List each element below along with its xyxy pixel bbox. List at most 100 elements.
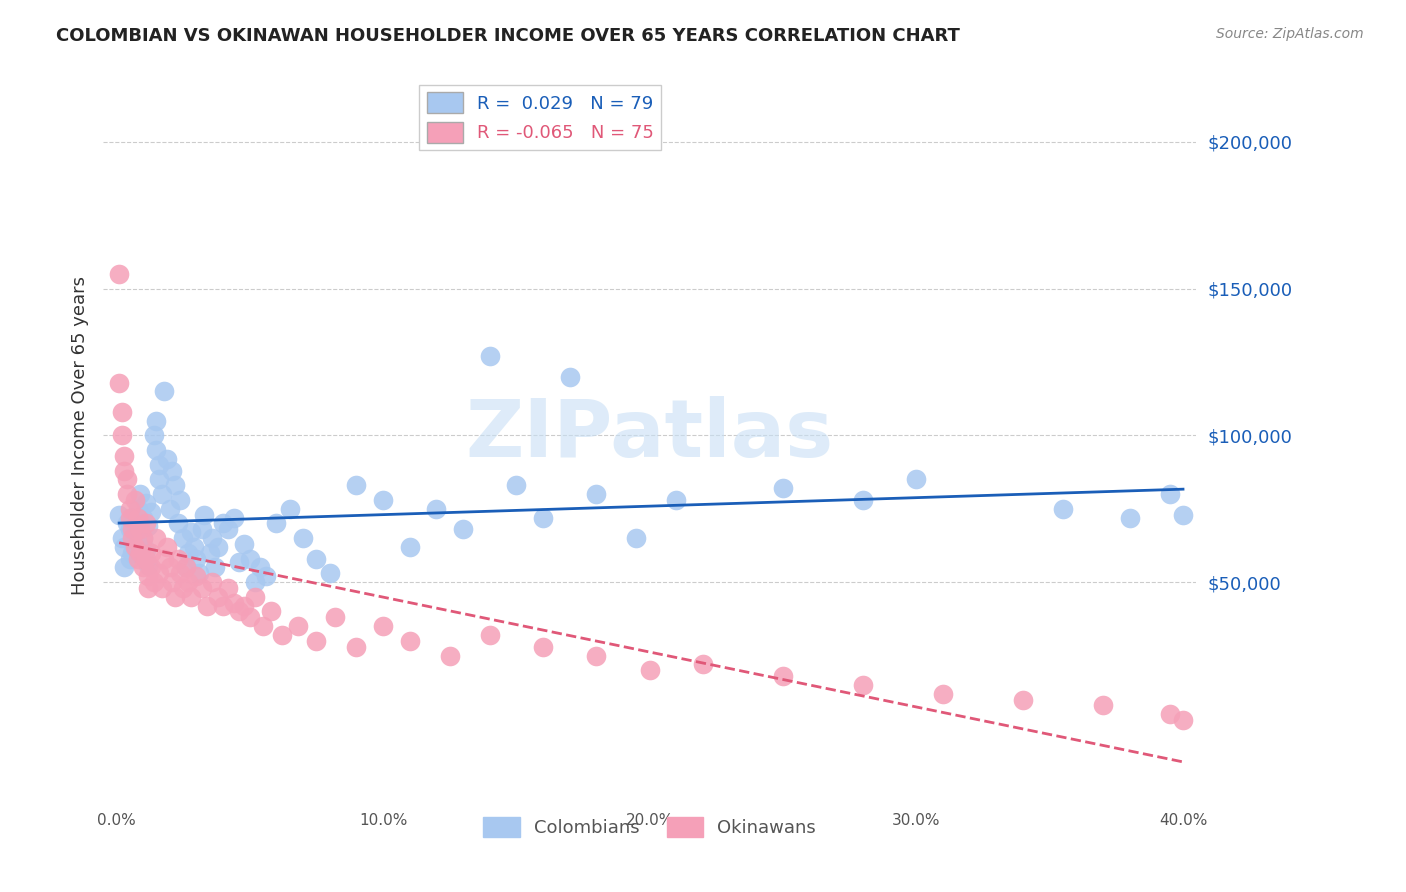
Point — [159, 560, 181, 574]
Point — [180, 590, 202, 604]
Point — [228, 555, 250, 569]
Point — [188, 566, 211, 581]
Point — [346, 640, 368, 654]
Point — [115, 472, 138, 486]
Point — [478, 628, 501, 642]
Point — [183, 540, 205, 554]
Point — [142, 575, 165, 590]
Point — [111, 531, 134, 545]
Point — [108, 267, 131, 281]
Point — [217, 581, 239, 595]
Point — [114, 560, 136, 574]
Point — [156, 540, 179, 554]
Point — [162, 575, 184, 590]
Point — [138, 558, 160, 572]
Point — [148, 566, 170, 581]
Point — [145, 414, 167, 428]
Point — [207, 540, 229, 554]
Point — [138, 569, 160, 583]
Point — [195, 599, 218, 613]
Point — [114, 540, 136, 554]
Point — [129, 487, 152, 501]
Point — [249, 560, 271, 574]
Point — [162, 464, 184, 478]
Point — [132, 560, 155, 574]
Point — [174, 560, 197, 574]
Point — [127, 510, 149, 524]
Point — [278, 501, 301, 516]
Point — [108, 508, 131, 522]
Point — [153, 551, 176, 566]
Point — [159, 501, 181, 516]
Point — [1171, 713, 1194, 727]
Point — [319, 566, 342, 581]
Point — [121, 522, 143, 536]
Point — [135, 551, 157, 566]
Point — [932, 687, 955, 701]
Point — [150, 581, 173, 595]
Point — [1092, 698, 1115, 713]
Point — [212, 516, 235, 531]
Point — [305, 633, 328, 648]
Point — [212, 599, 235, 613]
Point — [115, 516, 138, 531]
Point — [153, 384, 176, 399]
Point — [150, 487, 173, 501]
Point — [121, 546, 143, 560]
Point — [451, 522, 474, 536]
Point — [1118, 510, 1140, 524]
Point — [585, 648, 607, 663]
Point — [135, 542, 157, 557]
Point — [425, 501, 447, 516]
Point — [191, 581, 214, 595]
Point — [165, 478, 187, 492]
Point — [148, 472, 170, 486]
Point — [127, 537, 149, 551]
Point — [1052, 501, 1074, 516]
Point — [193, 508, 215, 522]
Point — [186, 551, 208, 566]
Point — [260, 605, 283, 619]
Point — [169, 492, 191, 507]
Point — [135, 496, 157, 510]
Text: COLOMBIAN VS OKINAWAN HOUSEHOLDER INCOME OVER 65 YEARS CORRELATION CHART: COLOMBIAN VS OKINAWAN HOUSEHOLDER INCOME… — [56, 27, 960, 45]
Point — [132, 531, 155, 545]
Point — [180, 525, 202, 540]
Point — [772, 481, 794, 495]
Point — [114, 464, 136, 478]
Point — [145, 531, 167, 545]
Point — [132, 510, 155, 524]
Point — [115, 487, 138, 501]
Point — [665, 492, 688, 507]
Y-axis label: Householder Income Over 65 years: Householder Income Over 65 years — [72, 276, 89, 595]
Point — [558, 369, 581, 384]
Point — [118, 551, 141, 566]
Point — [129, 522, 152, 536]
Point — [118, 501, 141, 516]
Point — [127, 501, 149, 516]
Point — [585, 487, 607, 501]
Point — [346, 478, 368, 492]
Text: Source: ZipAtlas.com: Source: ZipAtlas.com — [1216, 27, 1364, 41]
Point — [111, 428, 134, 442]
Point — [852, 678, 875, 692]
Point — [1171, 508, 1194, 522]
Point — [323, 610, 346, 624]
Point — [852, 492, 875, 507]
Point — [287, 619, 309, 633]
Point — [222, 596, 245, 610]
Point — [207, 590, 229, 604]
Point — [1159, 707, 1181, 722]
Point — [172, 581, 194, 595]
Point — [118, 510, 141, 524]
Point — [148, 458, 170, 472]
Point — [127, 551, 149, 566]
Point — [243, 590, 266, 604]
Point — [1159, 487, 1181, 501]
Point — [305, 551, 328, 566]
Point — [233, 537, 256, 551]
Point — [135, 516, 157, 531]
Point — [439, 648, 461, 663]
Point — [177, 575, 200, 590]
Point — [201, 531, 224, 545]
